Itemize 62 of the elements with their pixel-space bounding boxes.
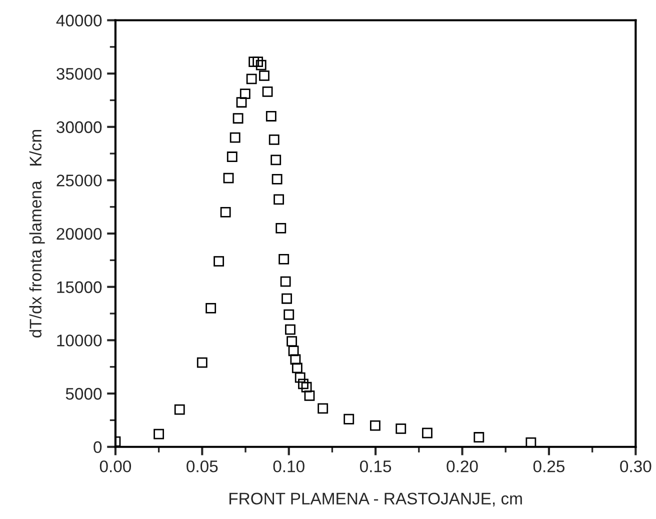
y-tick-label: 30000 xyxy=(56,121,102,134)
point xyxy=(154,428,164,440)
point xyxy=(294,372,306,383)
point xyxy=(248,56,260,68)
x-tick-label: 0.00 xyxy=(100,460,132,472)
point xyxy=(298,378,308,390)
point xyxy=(272,174,282,184)
point xyxy=(282,293,292,304)
point xyxy=(286,336,298,346)
point xyxy=(230,132,240,143)
point xyxy=(292,362,302,374)
y-tick-label: 20000 xyxy=(56,228,102,240)
x-tick-label: 0.15 xyxy=(360,460,392,472)
point xyxy=(304,390,315,401)
point xyxy=(370,420,380,431)
point xyxy=(259,70,270,81)
point xyxy=(236,97,247,108)
point xyxy=(301,382,312,392)
y-tick-label: 0 xyxy=(94,441,102,454)
point xyxy=(174,404,185,415)
y-axis-title: dT/dx fronta plamena K/cm xyxy=(29,130,45,338)
point xyxy=(220,207,231,218)
point xyxy=(276,223,286,234)
point xyxy=(240,88,250,100)
y-tick-label: 15000 xyxy=(57,281,102,294)
point xyxy=(474,432,484,442)
y-tick-label: 25000 xyxy=(56,174,102,186)
x-tick-label: 0.30 xyxy=(620,460,652,472)
point xyxy=(290,354,301,365)
point xyxy=(274,194,284,205)
point xyxy=(262,86,273,97)
y-tick-label: 40000 xyxy=(56,14,102,26)
point xyxy=(223,172,234,184)
x-tick-label: 0.10 xyxy=(273,460,304,472)
point xyxy=(196,357,208,368)
point xyxy=(246,74,257,84)
y-tick-label: 35000 xyxy=(56,68,102,80)
y-tick-label: 10000 xyxy=(57,334,102,346)
x-axis-title: FRONT PLAMENA - RASTOJANJE, cm xyxy=(230,492,522,506)
point xyxy=(278,254,290,264)
point xyxy=(270,154,282,166)
x-tick-label: 0.20 xyxy=(446,460,478,472)
point xyxy=(232,113,244,124)
point xyxy=(214,256,224,266)
point xyxy=(422,428,432,438)
point xyxy=(268,134,280,145)
point xyxy=(266,111,276,122)
point xyxy=(318,403,328,414)
point xyxy=(226,152,238,162)
x-tick-label: 0.25 xyxy=(533,460,564,472)
point xyxy=(288,346,299,356)
y-tick-label: 5000 xyxy=(66,388,102,400)
point xyxy=(280,276,291,287)
point xyxy=(252,56,264,68)
point xyxy=(206,303,216,314)
x-tick-label: 0.05 xyxy=(186,460,218,472)
point xyxy=(285,324,296,335)
point xyxy=(284,309,294,320)
point xyxy=(396,424,406,434)
point xyxy=(256,60,266,70)
point xyxy=(344,414,354,424)
point xyxy=(526,437,536,447)
